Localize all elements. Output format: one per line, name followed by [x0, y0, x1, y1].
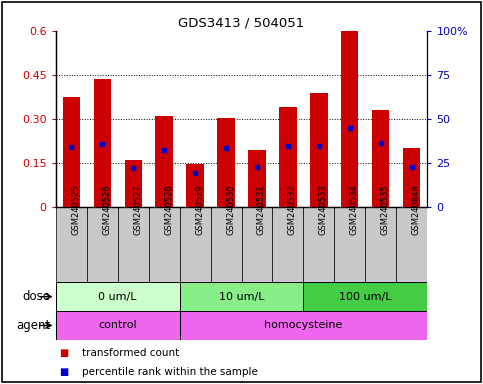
Bar	[341, 31, 358, 207]
Bar	[397, 207, 427, 282]
Text: GSM240527: GSM240527	[133, 184, 142, 235]
Bar	[180, 282, 303, 311]
Bar	[217, 118, 235, 207]
Bar	[280, 107, 297, 207]
Text: GSM240531: GSM240531	[257, 184, 266, 235]
Text: GSM240529: GSM240529	[195, 184, 204, 235]
Text: GSM240525: GSM240525	[71, 184, 80, 235]
Bar	[303, 282, 427, 311]
Text: ■: ■	[60, 367, 73, 377]
Text: GSM240530: GSM240530	[226, 184, 235, 235]
Bar	[156, 116, 172, 207]
Text: ■: ■	[60, 348, 73, 358]
Title: GDS3413 / 504051: GDS3413 / 504051	[178, 17, 305, 30]
Bar	[186, 164, 203, 207]
Text: control: control	[98, 320, 137, 331]
Text: GSM240533: GSM240533	[319, 184, 328, 235]
Text: 100 um/L: 100 um/L	[339, 291, 392, 302]
Bar	[149, 207, 180, 282]
Bar	[303, 207, 334, 282]
Bar	[56, 207, 86, 282]
Bar	[311, 93, 327, 207]
Text: homocysteine: homocysteine	[264, 320, 342, 331]
Text: transformed count: transformed count	[82, 348, 179, 358]
Bar	[56, 311, 180, 340]
Text: 10 um/L: 10 um/L	[219, 291, 264, 302]
Bar	[180, 311, 427, 340]
Text: GSM240534: GSM240534	[350, 184, 359, 235]
Text: GSM240528: GSM240528	[164, 184, 173, 235]
Bar	[180, 207, 211, 282]
Bar	[403, 149, 421, 207]
Bar	[242, 207, 272, 282]
Bar	[56, 282, 180, 311]
Text: GSM240535: GSM240535	[381, 184, 390, 235]
Bar	[366, 207, 397, 282]
Bar	[272, 207, 303, 282]
Text: GSM240532: GSM240532	[288, 184, 297, 235]
Bar	[334, 207, 366, 282]
Bar	[94, 79, 111, 207]
Text: GSM240848: GSM240848	[412, 184, 421, 235]
Bar	[86, 207, 117, 282]
Text: GSM240526: GSM240526	[102, 184, 111, 235]
Bar	[211, 207, 242, 282]
Bar	[117, 207, 149, 282]
Bar	[62, 97, 80, 207]
Bar	[125, 160, 142, 207]
Text: dose: dose	[23, 290, 51, 303]
Text: percentile rank within the sample: percentile rank within the sample	[82, 367, 258, 377]
Bar	[372, 110, 389, 207]
Bar	[248, 150, 266, 207]
Text: 0 um/L: 0 um/L	[98, 291, 137, 302]
Text: agent: agent	[16, 319, 51, 332]
